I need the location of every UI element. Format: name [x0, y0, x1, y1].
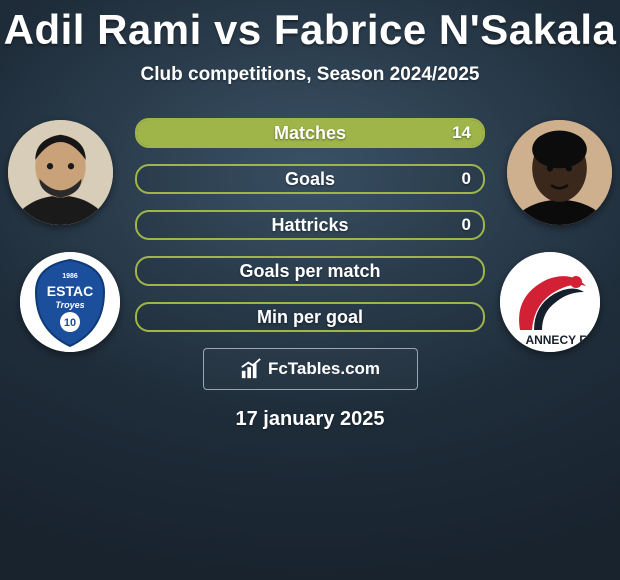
player-right-photo — [507, 120, 612, 225]
stat-row: Matches14 — [135, 118, 485, 148]
club-left-main: ESTAC — [47, 283, 93, 299]
stat-label: Min per goal — [137, 304, 483, 330]
club-left-number: 10 — [64, 317, 76, 329]
stat-row: Goals per match — [135, 256, 485, 286]
stat-label: Hattricks — [137, 212, 483, 238]
club-right-logo: ANNECY F — [500, 252, 600, 352]
stat-row: Goals0 — [135, 164, 485, 194]
stat-value-right: 14 — [452, 120, 471, 146]
date-text: 17 january 2025 — [0, 408, 620, 431]
stat-label: Goals per match — [137, 258, 483, 284]
page-title: Adil Rami vs Fabrice N'Sakala — [0, 0, 620, 54]
stat-row: Hattricks0 — [135, 210, 485, 240]
brand-text: FcTables.com — [268, 359, 380, 379]
club-left-logo: 1986 ESTAC Troyes 10 — [20, 252, 120, 352]
club-left-year: 1986 — [62, 273, 78, 280]
stat-value-right: 0 — [462, 166, 471, 192]
stat-row: Min per goal — [135, 302, 485, 332]
stat-label: Matches — [137, 120, 483, 146]
stats-bars: Matches14Goals0Hattricks0Goals per match… — [135, 118, 485, 332]
club-left-sub: Troyes — [55, 300, 84, 310]
stat-value-right: 0 — [462, 212, 471, 238]
club-right-text: ANNECY F — [525, 333, 586, 347]
subtitle: Club competitions, Season 2024/2025 — [0, 64, 620, 86]
stat-label: Goals — [137, 166, 483, 192]
player-left-photo — [8, 120, 113, 225]
brand-box: FcTables.com — [203, 348, 418, 390]
chart-icon — [240, 358, 262, 380]
